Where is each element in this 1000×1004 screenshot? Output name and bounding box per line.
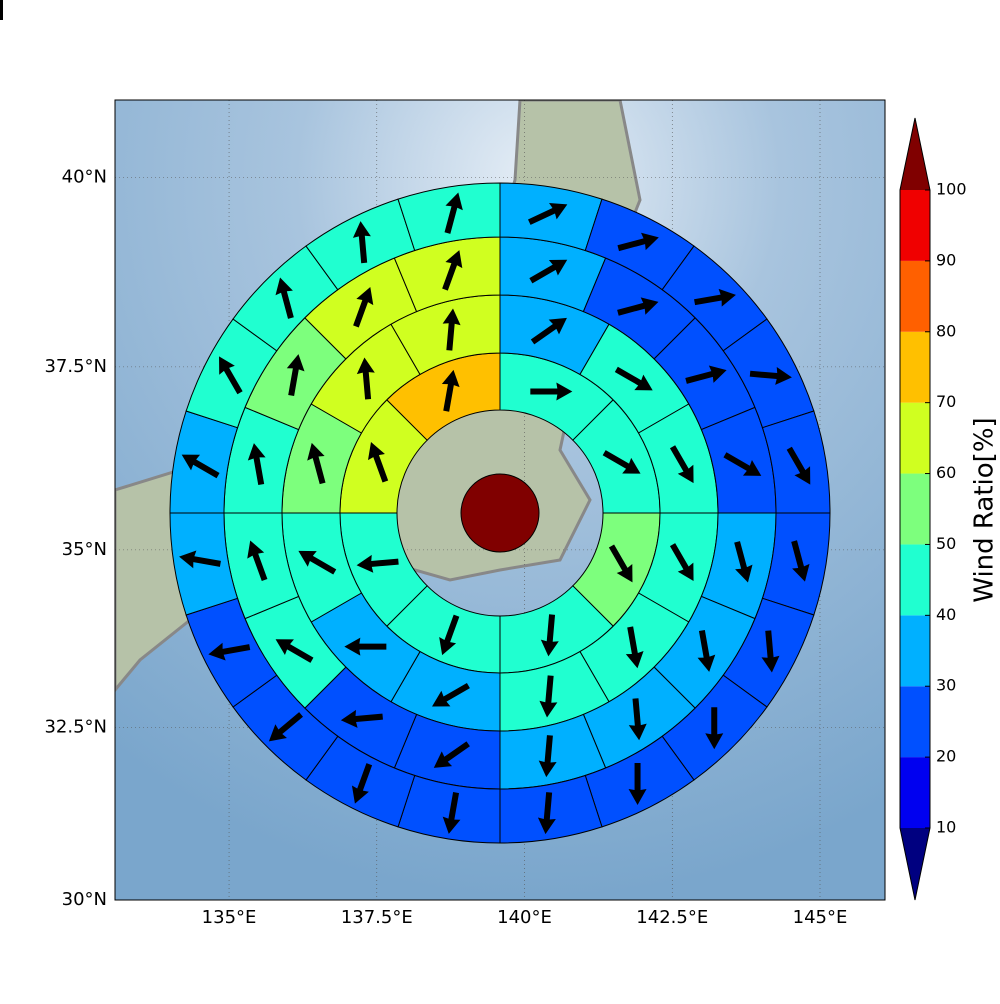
wind-arrow: [791, 540, 810, 582]
wind-arrow: [530, 382, 573, 401]
wind-arrow: [340, 709, 383, 728]
ticks: 135°E 137.5°E 140°E 142.5°E 145°E 30°N 32.5°N 3…: [44, 167, 847, 928]
wind-arrow: [694, 288, 736, 307]
map-frame: [114, 99, 886, 901]
wind-arrow: [181, 454, 220, 479]
wind-arrow: [208, 642, 251, 661]
x-tick-label: 145°E: [793, 907, 848, 928]
colorbar-tick-label: 30: [936, 676, 956, 695]
colorbar-tick-label: 60: [936, 463, 956, 482]
wind-arrow: [786, 446, 811, 485]
center-disc: [460, 473, 540, 553]
wind-arrow: [286, 354, 305, 396]
colorbar-band: [900, 544, 930, 616]
wind-arrow: [617, 232, 659, 252]
x-tick-label: 140°E: [497, 907, 552, 928]
x-tick-label: 142.5°E: [636, 907, 708, 928]
wind-arrow: [356, 357, 375, 400]
wind-arrow: [697, 630, 716, 672]
colorbar-band: [900, 615, 930, 687]
wind-arrow: [442, 308, 461, 351]
wind-arrow: [734, 541, 753, 583]
wind-arrow: [444, 192, 463, 234]
wind-arrow: [298, 550, 337, 575]
wind-arrow: [307, 442, 326, 485]
wind-arrow: [528, 203, 568, 225]
wind-arrow: [628, 762, 647, 805]
colorbar-tick-label: 100: [936, 180, 967, 199]
colorbar-band: [900, 402, 930, 474]
wind-arrow: [441, 369, 460, 412]
wind-arrow: [602, 450, 641, 474]
y-tick-label: 35°N: [62, 539, 107, 560]
wind-arrow: [433, 741, 470, 768]
wind-arrow: [0, 0, 3, 20]
y-tick-label: 40°N: [62, 167, 107, 188]
wind-arrow: [351, 763, 373, 804]
wind-arrow: [247, 540, 268, 582]
wind-arrow: [247, 443, 266, 486]
wind-arrow: [275, 277, 294, 319]
wind-arrow: [356, 554, 399, 573]
colorbar-band: [900, 331, 930, 403]
colorbar-tick-label: 20: [936, 747, 956, 766]
wind-arrow: [275, 639, 314, 663]
colorbar-tick-label: 80: [936, 321, 956, 340]
wind-arrow: [179, 550, 221, 569]
wind-arrow: [368, 442, 389, 483]
x-tick-label: 135°E: [202, 907, 257, 928]
colorbar-band: [900, 190, 930, 261]
wind-arrow: [344, 637, 387, 656]
colorbar-band: [900, 473, 930, 545]
colorbar-tick-label: 50: [936, 534, 956, 553]
colorbar-under: [900, 828, 930, 900]
wind-arrow: [705, 707, 724, 750]
colorbar-tick-label: 90: [936, 250, 956, 269]
wind-arrow: [353, 286, 374, 328]
colorbar-band: [900, 260, 930, 332]
colorbar-band: [900, 686, 930, 758]
x-tick-label: 137.5°E: [341, 907, 413, 928]
y-tick-label: 37.5°N: [44, 356, 107, 377]
wind-arrow: [608, 544, 633, 583]
sectors: [169, 182, 831, 844]
colorbar-tick-label: 10: [936, 818, 956, 837]
wind-arrow: [432, 682, 470, 707]
colorbar-label: Wind Ratio[%]: [970, 417, 1000, 602]
wind-arrow: [749, 366, 792, 385]
wind-arrow: [538, 735, 557, 778]
wind-arrow: [268, 712, 303, 742]
wind-arrow: [537, 792, 556, 835]
wind-arrow: [723, 452, 762, 476]
wind-arrow: [539, 675, 558, 718]
wind-arrow: [669, 445, 694, 484]
wind-arrow: [439, 614, 460, 656]
colorbar-over: [900, 118, 930, 190]
colorbar-band: [900, 757, 930, 828]
wind-arrow: [352, 221, 371, 264]
wind-arrow: [530, 317, 567, 345]
wind-arrow: [219, 356, 243, 395]
wind-arrow: [529, 259, 568, 284]
arrows: [0, 0, 811, 835]
colorbar-tick-label: 40: [936, 605, 956, 624]
wind-arrow: [628, 698, 647, 741]
y-tick-label: 32.5°N: [44, 716, 107, 737]
wind-arrow: [442, 250, 463, 291]
wind-arrow: [761, 630, 780, 673]
wind-arrow: [685, 365, 727, 384]
colorbar: 10 20 30 40 50 60 70 80 90 100: [899, 117, 967, 901]
colorbar-tick-label: 70: [936, 392, 956, 411]
wind-arrow: [617, 297, 659, 316]
wind-arrow: [669, 543, 694, 581]
y-tick-label: 30°N: [62, 889, 107, 910]
wind-arrow: [625, 626, 644, 669]
wind-arrow: [614, 366, 653, 391]
wind-arrow: [540, 614, 559, 657]
wind-arrow: [442, 792, 461, 834]
